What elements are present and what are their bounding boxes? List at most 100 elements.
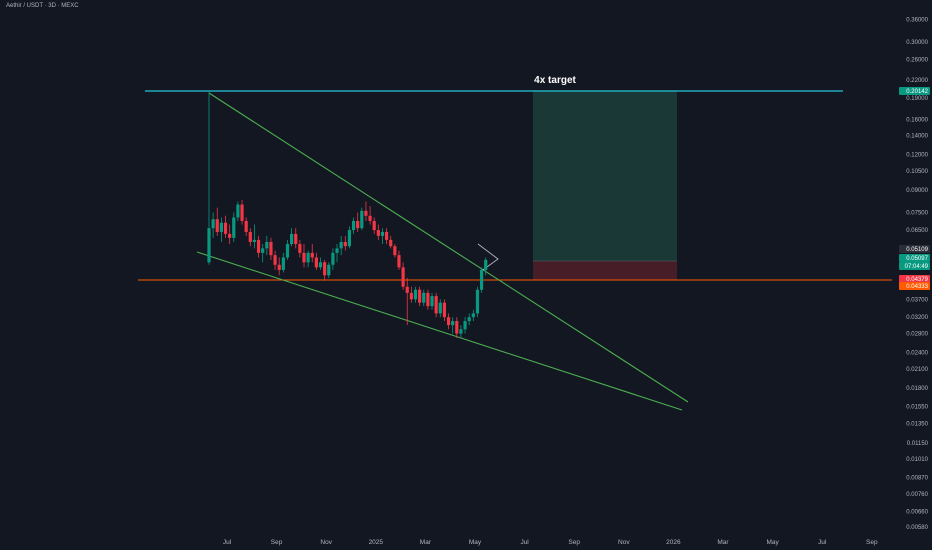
candle-body bbox=[215, 219, 219, 232]
price-tick-label: 0.12000 bbox=[906, 153, 928, 159]
price-tag bbox=[899, 245, 930, 253]
candle-body bbox=[484, 259, 488, 270]
time-tick-label: Jul bbox=[818, 539, 827, 546]
candle-body bbox=[240, 204, 244, 221]
candle-body bbox=[401, 267, 405, 287]
candle-body bbox=[314, 257, 318, 268]
price-tick-label: 0.00580 bbox=[906, 525, 928, 531]
candle-body bbox=[228, 233, 232, 238]
time-axis[interactable]: Jul Sep Nov 2025 Mar May Jul Sep Nov 2026 Mar May Ju… bbox=[223, 539, 878, 546]
price-tick-label: 0.02400 bbox=[906, 351, 928, 357]
time-tick-label: Mar bbox=[420, 539, 432, 546]
candle-body bbox=[451, 321, 455, 326]
price-tick-label: 0.06500 bbox=[906, 228, 928, 234]
time-tick-label: May bbox=[766, 539, 779, 546]
price-tick-label: 0.09000 bbox=[906, 188, 928, 194]
upper-trendline[interactable] bbox=[208, 92, 689, 403]
candle-body bbox=[479, 269, 484, 290]
candle-body bbox=[219, 222, 223, 232]
candle-body bbox=[471, 313, 475, 318]
candle-body bbox=[393, 246, 397, 256]
price-tick-label: 0.14000 bbox=[906, 134, 928, 140]
price-tag bbox=[899, 254, 930, 262]
candle-body bbox=[331, 252, 335, 265]
profit-zone bbox=[533, 91, 677, 261]
time-tick-label: May bbox=[469, 539, 482, 546]
candle-body bbox=[463, 321, 467, 330]
candle-body bbox=[236, 204, 240, 218]
candle-body bbox=[347, 230, 352, 247]
price-tick-label: 0.16000 bbox=[906, 117, 928, 123]
time-tick-label: Sep bbox=[866, 539, 878, 546]
candle-body bbox=[323, 262, 327, 276]
price-tick-label: 0.03700 bbox=[906, 297, 928, 303]
price-tick-label: 0.02800 bbox=[906, 332, 928, 338]
candle-body bbox=[434, 296, 438, 314]
candle-body bbox=[356, 220, 360, 229]
candle-body bbox=[409, 292, 413, 300]
candle-body bbox=[467, 317, 471, 322]
candle-body bbox=[298, 244, 302, 253]
candle-body bbox=[285, 244, 290, 258]
time-tick-label: Sep bbox=[568, 539, 580, 546]
candle-body bbox=[389, 239, 393, 247]
candle-body bbox=[211, 219, 215, 229]
candle-body bbox=[405, 286, 409, 293]
candles-group bbox=[207, 91, 488, 339]
candle-body bbox=[364, 210, 368, 216]
price-tick-label: 0.36000 bbox=[906, 18, 928, 24]
candle-body bbox=[442, 302, 447, 318]
price-tick-label: 0.01150 bbox=[907, 441, 929, 447]
candle-body bbox=[380, 231, 385, 236]
candle-body bbox=[376, 230, 380, 236]
price-tick-label: 0.01800 bbox=[906, 386, 928, 392]
candle-body bbox=[335, 248, 339, 253]
price-tag-label: 0.04333 bbox=[906, 284, 928, 290]
breakout-arrow-icon bbox=[477, 243, 499, 273]
candle-body bbox=[430, 296, 434, 307]
time-tick-label: Mar bbox=[717, 539, 729, 546]
candle-body bbox=[269, 241, 273, 256]
candle-body bbox=[277, 264, 281, 270]
price-tick-label: 0.10500 bbox=[906, 169, 928, 175]
price-tag bbox=[899, 87, 930, 95]
price-tag bbox=[899, 275, 930, 283]
candle-body bbox=[475, 289, 480, 314]
price-tick-label: 0.03200 bbox=[906, 315, 928, 321]
time-tick-label: 2026 bbox=[666, 539, 681, 546]
candle-body bbox=[207, 228, 211, 263]
candle-body bbox=[302, 252, 306, 263]
candle-body bbox=[418, 289, 422, 303]
price-tick-label: 0.30000 bbox=[906, 40, 928, 46]
candle-body bbox=[384, 231, 389, 240]
time-tick-label: 2025 bbox=[369, 539, 384, 546]
candle-body bbox=[459, 329, 463, 334]
candle-body bbox=[438, 302, 442, 314]
candle-body bbox=[281, 257, 285, 270]
price-tick-label: 0.01010 bbox=[906, 457, 928, 463]
candle-body bbox=[372, 220, 376, 231]
candle-body bbox=[244, 220, 248, 232]
time-tick-label: Nov bbox=[618, 539, 630, 546]
candle-body bbox=[273, 255, 277, 265]
price-tick-label: 0.07500 bbox=[906, 210, 928, 216]
symbol-title: Aethir / USDT · 3D · MEXC bbox=[6, 3, 79, 9]
price-tag bbox=[899, 282, 930, 290]
candle-body bbox=[397, 255, 401, 268]
time-tick-label: Jul bbox=[520, 539, 529, 546]
candle-body bbox=[327, 264, 331, 276]
candle-body bbox=[339, 241, 343, 249]
price-tag-label: 0.04379 bbox=[906, 277, 928, 283]
price-tick-label: 0.00660 bbox=[906, 509, 928, 515]
price-tag-label: 0.05097 bbox=[906, 256, 928, 262]
candle-body bbox=[455, 321, 459, 334]
candle-body bbox=[343, 241, 347, 247]
candle-body bbox=[426, 292, 430, 307]
price-tick-label: 0.22000 bbox=[906, 78, 928, 84]
loss-zone bbox=[533, 261, 677, 280]
price-tick-label: 0.01550 bbox=[906, 404, 928, 410]
lower-trendline[interactable] bbox=[196, 251, 683, 411]
price-tick-label: 0.19000 bbox=[906, 96, 928, 102]
candle-body bbox=[294, 233, 298, 245]
